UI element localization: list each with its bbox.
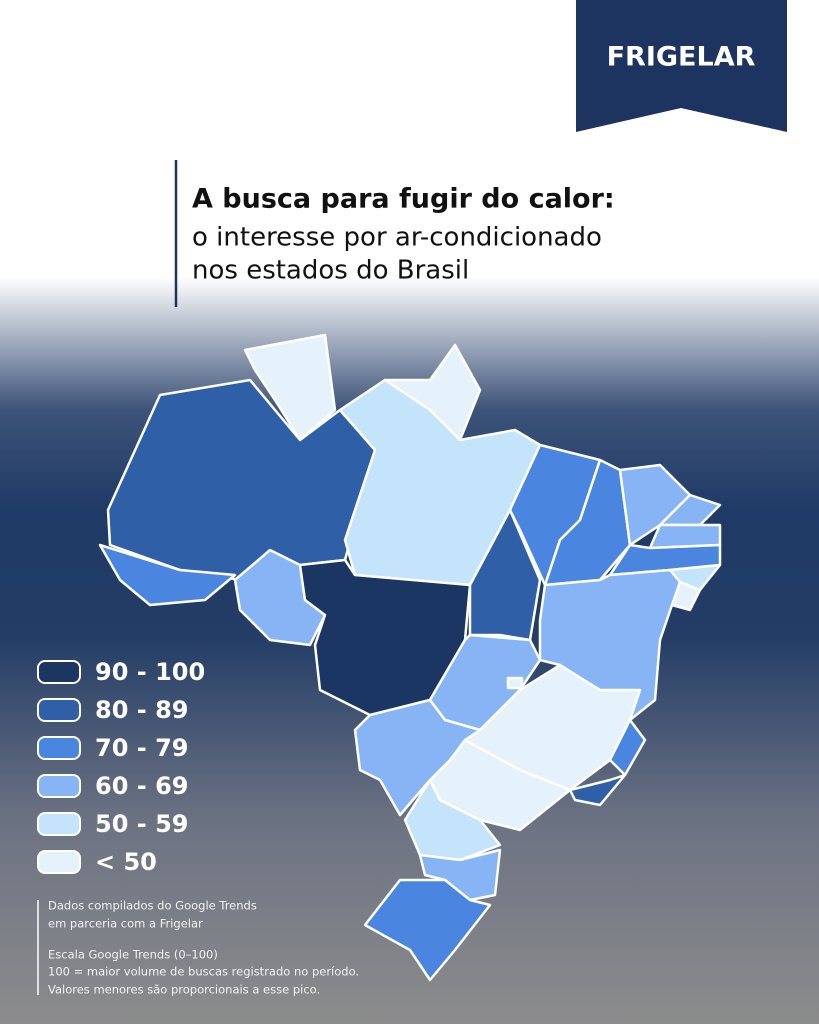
subtitle: o interesse por ar-condicionado (192, 223, 602, 253)
map (98, 333, 722, 982)
note: Dados compilados do Google Trends (48, 899, 257, 913)
subtitle: nos estados do Brasil (192, 256, 469, 286)
note: Valores menores são proporcionais a esse… (48, 983, 320, 997)
note: em parceria com a Frigelar (48, 917, 203, 931)
note: 100 = maior volume de buscas registrado … (48, 965, 359, 979)
state (538, 568, 682, 722)
legend-label: 90 - 100 (95, 658, 205, 686)
logo-banner (576, 0, 787, 132)
legend-label: 60 - 69 (95, 772, 188, 800)
notes: Dados compilados do Google Trends em parc… (48, 899, 359, 997)
state (468, 508, 542, 642)
legend-swatch (37, 850, 81, 874)
state (363, 878, 492, 982)
brand: FRIGELAR (607, 42, 756, 73)
legend-swatch (37, 736, 81, 760)
legend-label: 80 - 89 (95, 696, 188, 724)
legend-swatch (37, 774, 81, 798)
legend-swatch (37, 698, 81, 722)
state (353, 698, 482, 817)
state (506, 676, 524, 690)
state (418, 848, 502, 902)
legend-swatch (37, 660, 81, 684)
legend-label: 50 - 59 (95, 810, 188, 838)
title: A busca para fugir do calor: (192, 184, 615, 215)
legend-swatch (37, 812, 81, 836)
legend-label: 70 - 79 (95, 734, 188, 762)
state (568, 773, 627, 807)
legend: 90 - 100 80 - 89 70 - 79 60 - 69 50 - 59 < 50 (37, 658, 205, 876)
state (403, 778, 502, 862)
note: Escala Google Trends (0–100) (48, 948, 218, 962)
state (98, 543, 237, 607)
legend-label: < 50 (95, 848, 157, 876)
